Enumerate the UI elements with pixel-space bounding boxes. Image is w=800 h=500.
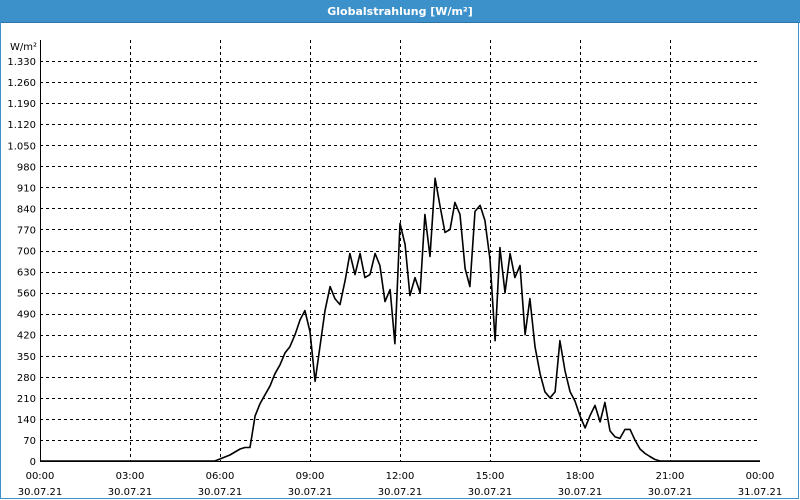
y-tick-label: 1.050: [7, 141, 36, 152]
y-tick-label: 700: [17, 247, 36, 258]
y-tick-label: 1.260: [7, 78, 36, 89]
x-tick-time: 06:00: [206, 471, 235, 482]
x-tick-date: 30.07.21: [108, 487, 153, 498]
y-tick-label: 420: [17, 331, 36, 342]
x-tick-time: 00:00: [26, 471, 55, 482]
y-tick-label: 210: [17, 394, 36, 405]
y-tick-label: 490: [17, 310, 36, 321]
x-tick-date: 30.07.21: [378, 487, 423, 498]
y-tick-label: 1.120: [7, 120, 36, 131]
x-tick-time: 15:00: [476, 471, 505, 482]
x-tick-time: 03:00: [116, 471, 145, 482]
x-tick-time: 09:00: [296, 471, 325, 482]
x-tick-date: 30.07.21: [198, 487, 243, 498]
y-ticks: 0 70 140 210 280 350 420 490 560 630 700 770 840 910 9…: [7, 57, 36, 468]
y-tick-label: 280: [17, 373, 36, 384]
y-tick-label: 1.330: [7, 57, 36, 68]
x-tick-date: 31.07.21: [738, 487, 783, 498]
gridlines: [40, 40, 760, 461]
y-tick-label: 770: [17, 225, 36, 236]
x-tick-date: 30.07.21: [648, 487, 693, 498]
x-tick-time: 12:00: [386, 471, 415, 482]
y-axis-label: W/m²: [10, 42, 37, 53]
y-tick-label: 910: [17, 183, 36, 194]
x-tick-date: 30.07.21: [468, 487, 513, 498]
x-tick-time: 00:00: [746, 471, 775, 482]
y-tick-label: 560: [17, 289, 36, 300]
y-tick-label: 980: [17, 162, 36, 173]
x-tick-time: 21:00: [656, 471, 685, 482]
y-tick-label: 1.190: [7, 99, 36, 110]
x-tick-time: 18:00: [566, 471, 595, 482]
y-tick-label: 140: [17, 415, 36, 426]
chart-frame: [0, 22, 799, 499]
x-ticks: 00:00 30.07.21 03:00 30.07.21 06:00 30.07.21 0…: [18, 471, 783, 498]
y-tick-label: 70: [23, 436, 36, 447]
x-tick-date: 30.07.21: [558, 487, 603, 498]
chart-title: Globalstrahlung [W/m²]: [0, 0, 800, 23]
y-tick-label: 350: [17, 352, 36, 363]
y-tick-label: 630: [17, 268, 36, 279]
y-tick-label: 840: [17, 204, 36, 215]
x-tick-date: 30.07.21: [18, 487, 63, 498]
x-tick-date: 30.07.21: [288, 487, 333, 498]
y-tick-label: 0: [30, 457, 36, 468]
series-line: [40, 177, 760, 462]
